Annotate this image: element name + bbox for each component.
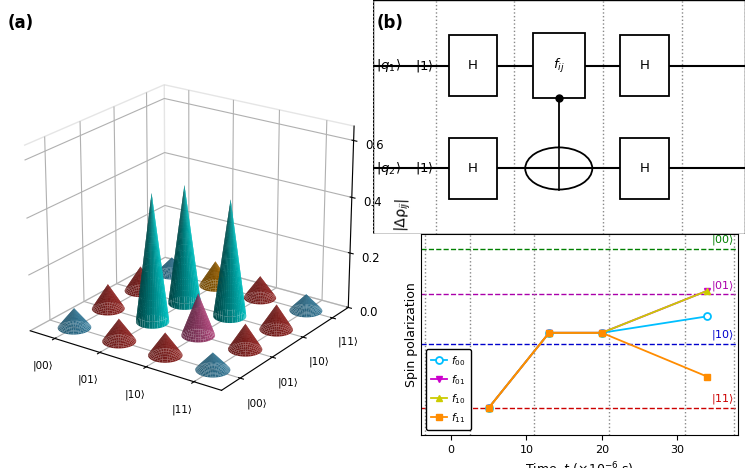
Bar (620, 138, 668, 199)
Bar (448, 35, 498, 96)
Bar (620, 35, 668, 96)
Text: $|01\rangle$: $|01\rangle$ (711, 278, 734, 292)
Y-axis label: Spin polarization: Spin polarization (405, 282, 418, 387)
$f_{11}$ (545, 330, 554, 336)
Bar (533, 33, 585, 98)
X-axis label: Time, $t$ (×10$^{-6}$ s): Time, $t$ (×10$^{-6}$ s) (525, 461, 633, 468)
$f_{11}$ (597, 330, 606, 336)
Line: $f_{10}$: $f_{10}$ (485, 287, 711, 411)
Text: $|11\rangle$: $|11\rangle$ (711, 392, 734, 406)
Text: $|10\rangle$: $|10\rangle$ (711, 328, 734, 342)
$f_{00}$ (597, 330, 606, 336)
Text: (b): (b) (376, 14, 403, 32)
Text: H: H (639, 59, 650, 72)
Text: (a): (a) (7, 14, 34, 32)
$f_{11}$ (484, 405, 493, 410)
$f_{00}$ (703, 314, 712, 319)
Text: H: H (468, 59, 478, 72)
Bar (448, 138, 498, 199)
Line: $f_{01}$: $f_{01}$ (485, 287, 711, 411)
Text: $|q_2\rangle$: $|q_2\rangle$ (376, 160, 402, 177)
Text: $f_{ij}$: $f_{ij}$ (553, 57, 565, 74)
Text: H: H (639, 162, 650, 175)
Line: $f_{00}$: $f_{00}$ (485, 313, 711, 411)
Legend: $f_{00}$, $f_{01}$, $f_{10}$, $f_{11}$: $f_{00}$, $f_{01}$, $f_{10}$, $f_{11}$ (426, 349, 471, 430)
$f_{01}$ (484, 405, 493, 410)
Text: $|q_1\rangle$: $|q_1\rangle$ (376, 57, 402, 74)
$f_{11}$ (703, 374, 712, 380)
Line: $f_{11}$: $f_{11}$ (485, 329, 711, 411)
Text: $|00\rangle$: $|00\rangle$ (711, 233, 734, 247)
$f_{00}$ (484, 405, 493, 410)
$f_{10}$ (545, 330, 554, 336)
$f_{00}$ (545, 330, 554, 336)
$f_{01}$ (545, 330, 554, 336)
$f_{01}$ (597, 330, 606, 336)
$f_{10}$ (703, 288, 712, 293)
Text: $|1\rangle$: $|1\rangle$ (415, 161, 434, 176)
Text: H: H (468, 162, 478, 175)
$f_{10}$ (484, 405, 493, 410)
Text: $|1\rangle$: $|1\rangle$ (415, 58, 434, 73)
$f_{10}$ (597, 330, 606, 336)
$f_{01}$ (703, 288, 712, 293)
